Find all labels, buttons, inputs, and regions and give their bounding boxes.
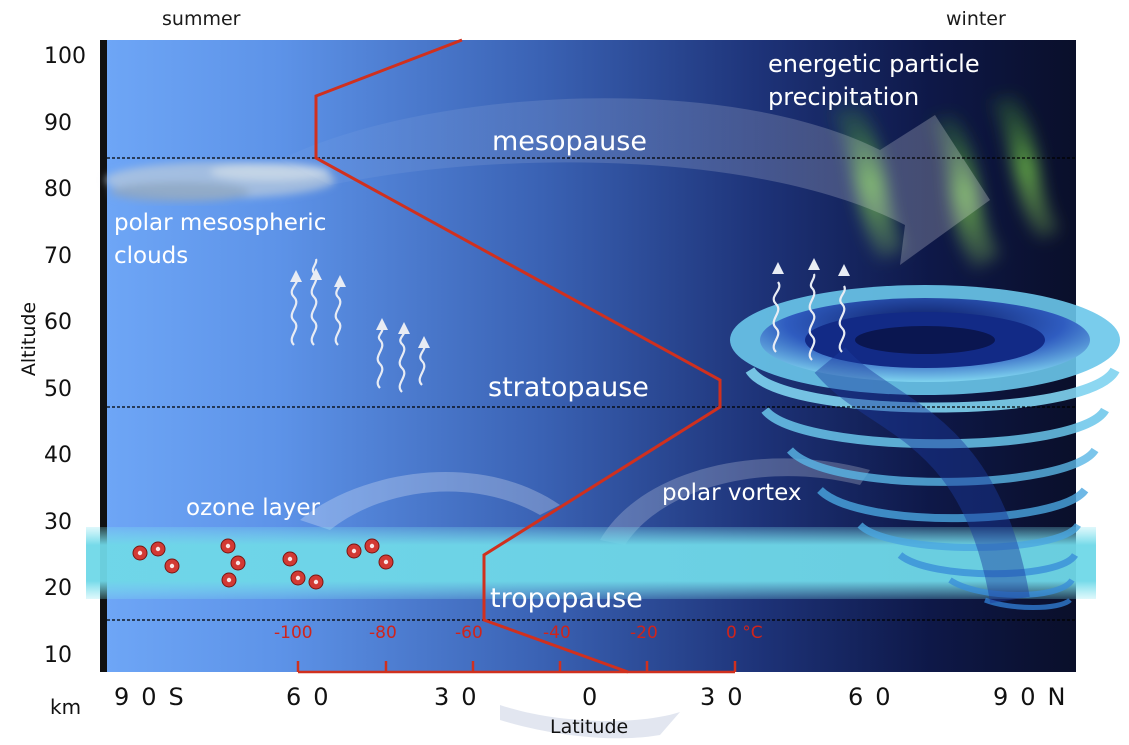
y-tick-10: 10: [44, 642, 72, 668]
polar-vortex-graphic: [730, 285, 1120, 610]
temperature-scale-axis: [296, 661, 737, 674]
temperature-profile-line: [314, 38, 722, 674]
lower-transport-arrow: [500, 705, 680, 739]
energetic-particle-label-line1: energetic particle: [768, 50, 980, 78]
temp-tick-minus40: -40: [543, 623, 571, 643]
y-tick-30: 30: [44, 509, 72, 535]
y-tick-70: 70: [44, 243, 72, 269]
y-tick-80: 80: [44, 177, 72, 202]
y-axis-title: Altitude: [18, 301, 41, 377]
x-tick-0: 0: [582, 683, 610, 711]
gravity-waves-winter: [772, 273, 846, 361]
x-tick-30s: 30: [434, 683, 489, 711]
x-axis-title: Latitude: [550, 716, 629, 738]
y-tick-50: 50: [44, 376, 72, 402]
gravity-wave-arrowheads-summer: [290, 268, 430, 348]
y-tick-60: 60: [44, 310, 72, 335]
summer-label: summer: [162, 8, 241, 30]
gravity-wave-arrowheads-winter: [772, 258, 850, 276]
x-tick-60n: 60: [848, 683, 903, 711]
y-tick-90: 90: [44, 110, 72, 136]
ozone-transport-arrow-left: [300, 472, 560, 530]
temp-tick-minus100: -100: [274, 623, 313, 643]
y-axis-unit: km: [50, 695, 82, 719]
y-tick-20: 20: [44, 576, 72, 601]
pmc-label-line1: polar mesospheric: [114, 210, 327, 236]
energetic-particle-label-line2: precipitation: [768, 83, 920, 111]
winter-label: winter: [946, 8, 1006, 30]
x-tick-30n: 30: [700, 683, 755, 711]
y-tick-40: 40: [44, 443, 72, 468]
stratopause-label: stratopause: [488, 372, 649, 403]
x-tick-90n: 90N: [993, 683, 1078, 711]
temp-tick-0c: 0 °C: [726, 623, 763, 643]
x-tick-90s: 90S: [114, 683, 196, 711]
altitude-axis-bar: [100, 40, 107, 672]
mesopause-label: mesopause: [492, 126, 647, 157]
tropopause-label: tropopause: [490, 583, 643, 614]
temp-tick-minus60: -60: [455, 623, 483, 643]
y-tick-100: 100: [44, 44, 86, 69]
gravity-waves-summer: [290, 258, 426, 393]
ozone-layer-label: ozone layer: [186, 495, 320, 521]
polar-vortex-label: polar vortex: [662, 480, 802, 506]
temp-tick-minus80: -80: [369, 623, 397, 643]
pmc-label-line2: clouds: [114, 243, 189, 269]
mesospheric-circulation-arrow: [280, 98, 990, 265]
x-tick-60s: 60: [286, 683, 341, 711]
ozone-band: [86, 527, 1096, 599]
temp-tick-minus20: -20: [630, 623, 658, 643]
